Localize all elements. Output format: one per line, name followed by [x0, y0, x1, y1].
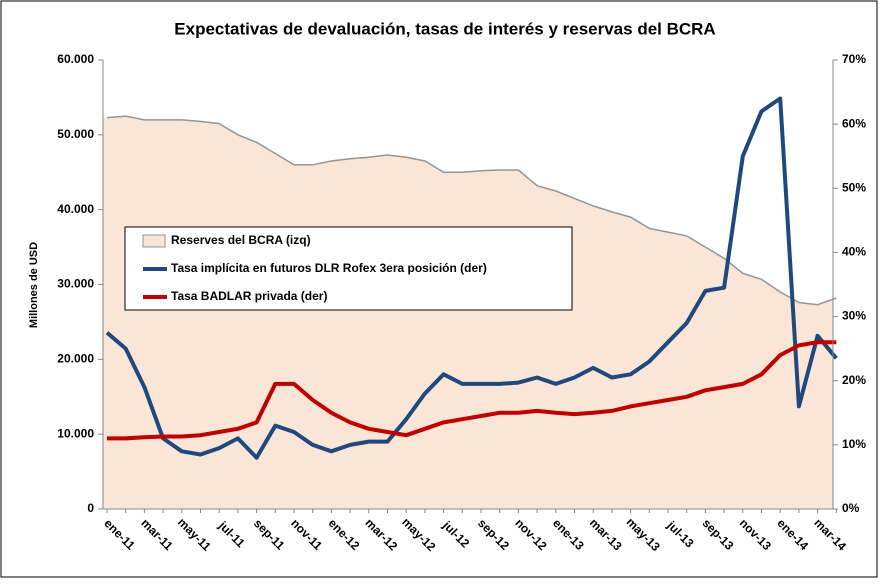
y-tick-label: 10.000	[57, 426, 94, 440]
y-tick-label: 40.000	[57, 202, 94, 216]
legend-label: Tasa BADLAR privada (der)	[171, 289, 327, 303]
line	[105, 96, 838, 460]
area	[103, 116, 837, 509]
y2-tick-label: 60%	[842, 116, 866, 130]
y-tick-label: 30.000	[57, 277, 94, 291]
legend-swatch	[142, 234, 166, 248]
y2-tick-label: 40%	[842, 245, 866, 259]
y2-tick-label: 70%	[842, 52, 866, 66]
y2-tick-label: 20%	[842, 373, 866, 387]
y2-tick-label: 10%	[842, 437, 866, 451]
y-tick-label: 60.000	[57, 52, 94, 66]
y2-tick-label: 50%	[842, 180, 866, 194]
legend-label: Reserves del BCRA (izq)	[171, 233, 311, 247]
y2-tick-label: 0%	[842, 501, 860, 515]
y-axis-label: Millones de USD	[28, 242, 40, 328]
area-line	[106, 115, 837, 306]
y2-tick-label: 30%	[842, 309, 866, 323]
y-tick-label: 50.000	[57, 127, 94, 141]
chart-title: Expectativas de devaluación, tasas de in…	[174, 19, 715, 38]
line	[107, 340, 837, 441]
legend-box	[124, 226, 573, 311]
y-tick-label: 20.000	[57, 352, 94, 366]
y-tick-label: 0	[87, 501, 94, 515]
legend-label: Tasa implícita en futuros DLR Rofex 3era…	[171, 261, 487, 275]
